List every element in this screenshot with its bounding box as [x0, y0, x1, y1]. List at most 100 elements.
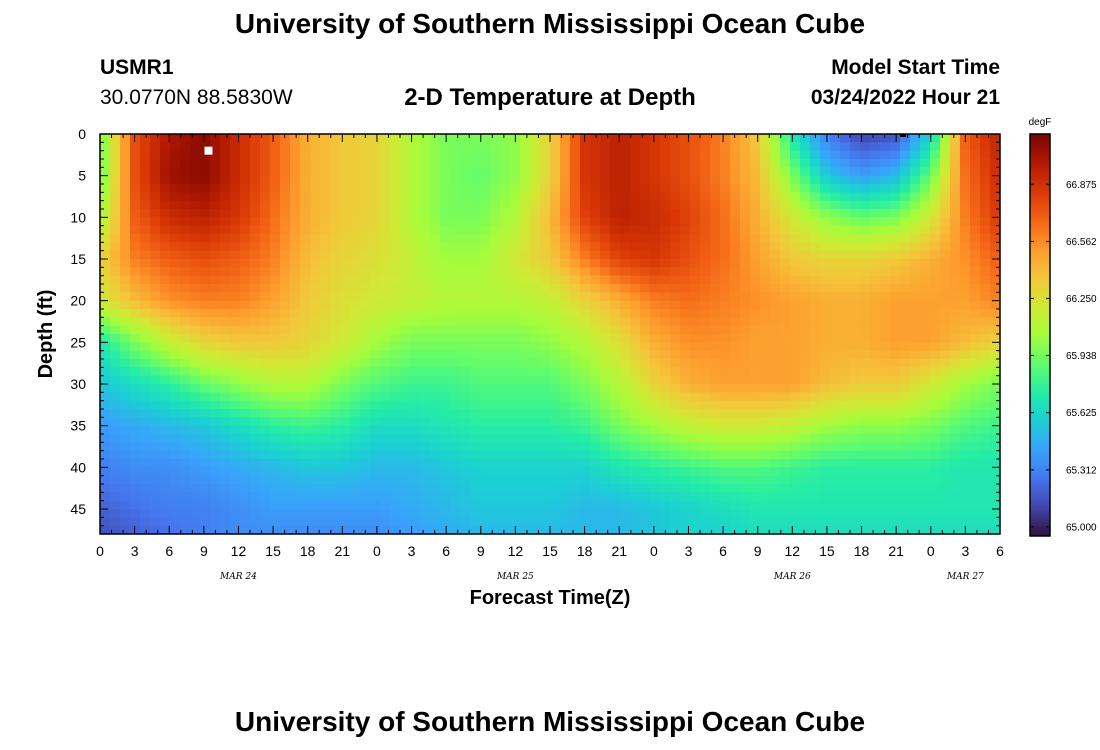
heatmap-cell: [600, 275, 611, 285]
heatmap-cell: [700, 317, 711, 327]
heatmap-cell: [270, 134, 281, 143]
heatmap-cell: [140, 434, 151, 443]
heatmap-cell: [940, 175, 951, 185]
heatmap-cell: [450, 500, 461, 510]
y-tick-label: 35: [70, 418, 86, 434]
heatmap-cell: [440, 209, 451, 218]
heatmap-cell: [380, 142, 391, 152]
heatmap-cell: [770, 192, 781, 202]
heatmap-cell: [270, 484, 281, 493]
heatmap-cell: [390, 309, 401, 318]
heatmap-cell: [730, 417, 741, 427]
heatmap-cell: [470, 284, 481, 293]
heatmap-cell: [400, 359, 411, 368]
heatmap-cell: [620, 134, 631, 143]
heatmap-cell: [350, 234, 361, 243]
heatmap-cell: [460, 284, 471, 293]
heatmap-cell: [450, 434, 461, 443]
heatmap-cell: [160, 192, 171, 202]
heatmap-cell: [420, 484, 431, 493]
heatmap-cell: [130, 192, 141, 202]
heatmap-cell: [440, 234, 451, 243]
heatmap-cell: [190, 309, 201, 318]
heatmap-cell: [580, 500, 591, 510]
heatmap-cell: [210, 284, 221, 293]
x-tick-label: 18: [300, 543, 316, 559]
heatmap-cell: [500, 300, 511, 310]
heatmap-cell: [730, 292, 741, 302]
heatmap-cell: [130, 200, 141, 210]
heatmap-cell: [550, 217, 561, 227]
heatmap-cell: [200, 450, 211, 460]
heatmap-cell: [710, 517, 721, 527]
y-tick-label: 45: [70, 501, 86, 517]
heatmap-cell: [800, 225, 811, 235]
heatmap-cell: [610, 134, 621, 143]
heatmap-cell: [710, 225, 721, 235]
heatmap-cell: [570, 225, 581, 235]
heatmap-cell: [950, 209, 961, 218]
heatmap-cell: [210, 142, 221, 152]
heatmap-cell: [900, 459, 911, 468]
heatmap-cell: [310, 234, 321, 243]
heatmap-cell: [550, 192, 561, 202]
heatmap-cell: [270, 517, 281, 527]
heatmap-cell: [760, 275, 771, 285]
heatmap-cell: [180, 142, 191, 152]
heatmap-cell: [370, 150, 381, 160]
heatmap-cell: [140, 209, 151, 218]
heatmap-cell: [400, 284, 411, 293]
heatmap-cell: [660, 209, 671, 218]
heatmap-cell: [260, 167, 271, 177]
heatmap-cell: [250, 350, 261, 360]
heatmap-cell: [540, 367, 551, 377]
heatmap-cell: [500, 284, 511, 293]
heatmap-cell: [980, 159, 991, 168]
heatmap-cell: [510, 150, 521, 160]
heatmap-cell: [310, 259, 321, 268]
heatmap-cell: [300, 209, 311, 218]
heatmap-cell: [150, 350, 161, 360]
heatmap-cell: [130, 517, 141, 527]
heatmap-cell: [930, 384, 941, 393]
heatmap-cell: [470, 409, 481, 418]
heatmap-cell: [190, 367, 201, 377]
heatmap-cell: [120, 392, 131, 402]
heatmap-cell: [490, 400, 501, 410]
heatmap-cell: [650, 192, 661, 202]
heatmap-cell: [650, 142, 661, 152]
heatmap-cell: [900, 234, 911, 243]
heatmap-cell: [360, 217, 371, 227]
heatmap-cell: [340, 467, 351, 477]
heatmap-cell: [620, 367, 631, 377]
heatmap-cell: [200, 167, 211, 177]
heatmap-cell: [980, 442, 991, 452]
heatmap-cell: [900, 209, 911, 218]
heatmap-cell: [390, 467, 401, 477]
heatmap-cell: [910, 184, 921, 193]
heatmap-cell: [150, 192, 161, 202]
heatmap-cell: [210, 209, 221, 218]
heatmap-cell: [890, 234, 901, 243]
heatmap-cell: [650, 375, 661, 385]
heatmap-cell: [900, 159, 911, 168]
heatmap-cell: [910, 384, 921, 393]
heatmap-cell: [580, 434, 591, 443]
heatmap-cell: [200, 300, 211, 310]
heatmap-cell: [190, 275, 201, 285]
heatmap-cell: [490, 434, 501, 443]
heatmap-cell: [920, 517, 931, 527]
heatmap-cell: [140, 459, 151, 468]
heatmap-cell: [200, 209, 211, 218]
heatmap-cell: [680, 134, 691, 143]
heatmap-cell: [800, 375, 811, 385]
heatmap-cell: [540, 509, 551, 518]
heatmap-cell: [420, 192, 431, 202]
y-tick-label: 0: [78, 126, 86, 142]
heatmap-cell: [310, 500, 321, 510]
heatmap-cell: [620, 417, 631, 427]
heatmap-cell: [250, 175, 261, 185]
heatmap-cell: [460, 400, 471, 410]
heatmap-cell: [480, 450, 491, 460]
heatmap-cell: [470, 400, 481, 410]
